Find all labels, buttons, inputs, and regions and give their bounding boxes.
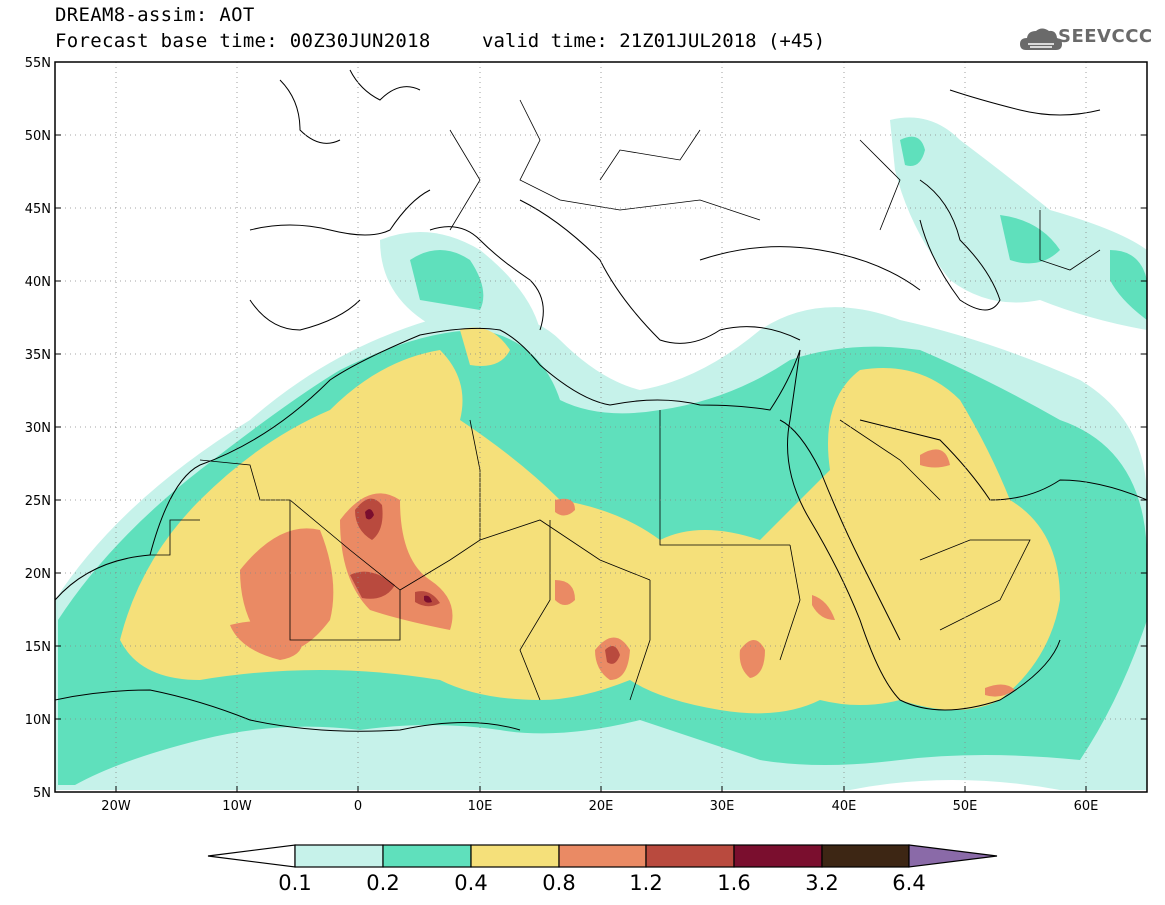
lat-label: 45N — [25, 202, 51, 217]
colorbar-label: 1.6 — [717, 871, 751, 895]
lon-label: 10E — [468, 799, 493, 814]
colorbar-swatch — [821, 844, 910, 868]
lat-label: 20N — [25, 567, 51, 582]
lon-label: 0 — [354, 799, 362, 814]
colorbar-label: 0.4 — [454, 871, 488, 895]
colorbar-label: 0.1 — [278, 871, 312, 895]
colorbar-max-arrow — [908, 844, 998, 868]
colorbar-swatch — [733, 844, 823, 868]
colorbar-label: 6.4 — [892, 871, 926, 895]
lat-label: 10N — [25, 713, 51, 728]
colorbar-swatch — [294, 844, 384, 868]
valid-time: valid time: 21Z01JUL2018 (+45) — [482, 30, 826, 52]
lat-label: 5N — [33, 786, 51, 801]
cloud-icon — [1020, 28, 1062, 50]
lat-label: 50N — [25, 129, 51, 144]
colorbar-swatch — [382, 844, 472, 868]
coastlines — [55, 69, 1147, 732]
colorbar-label: 0.8 — [542, 871, 576, 895]
lat-labels: 55N 50N 45N 40N 35N 30N 25N 20N 15N 10N … — [25, 56, 51, 801]
lat-label: 35N — [25, 348, 51, 363]
lon-label: 60E — [1074, 799, 1099, 814]
colorbar-swatch — [470, 844, 560, 868]
colorbar-min-arrow — [207, 844, 296, 868]
colorbar-label: 1.2 — [629, 871, 663, 895]
aot-field — [55, 117, 1147, 790]
lat-label: 40N — [25, 275, 51, 290]
colorbar-label: 3.2 — [805, 871, 839, 895]
lon-label: 20W — [101, 799, 131, 814]
lat-label: 15N — [25, 640, 51, 655]
lon-labels: 20W 10W 0 10E 20E 30E 40E 50E 60E — [101, 799, 1098, 814]
lon-label: 10W — [222, 799, 252, 814]
lat-label: 55N — [25, 56, 51, 71]
colorbar-swatch — [558, 844, 647, 868]
colorbar-swatch — [645, 844, 735, 868]
map-title: DREAM8-assim: AOT — [55, 4, 255, 26]
colorbar — [207, 844, 998, 868]
lon-label: 30E — [710, 799, 735, 814]
graticule — [55, 62, 1147, 792]
lon-label: 50E — [953, 799, 978, 814]
colorbar-label: 0.2 — [366, 871, 400, 895]
axis-ticks — [55, 61, 1147, 793]
seevccc-logo: SEEVCCC — [1058, 26, 1153, 47]
lon-label: 40E — [832, 799, 857, 814]
forecast-base-time: Forecast base time: 00Z30JUN2018 — [55, 30, 431, 52]
lon-label: 20E — [589, 799, 614, 814]
lat-label: 25N — [25, 494, 51, 509]
lat-label: 30N — [25, 421, 51, 436]
